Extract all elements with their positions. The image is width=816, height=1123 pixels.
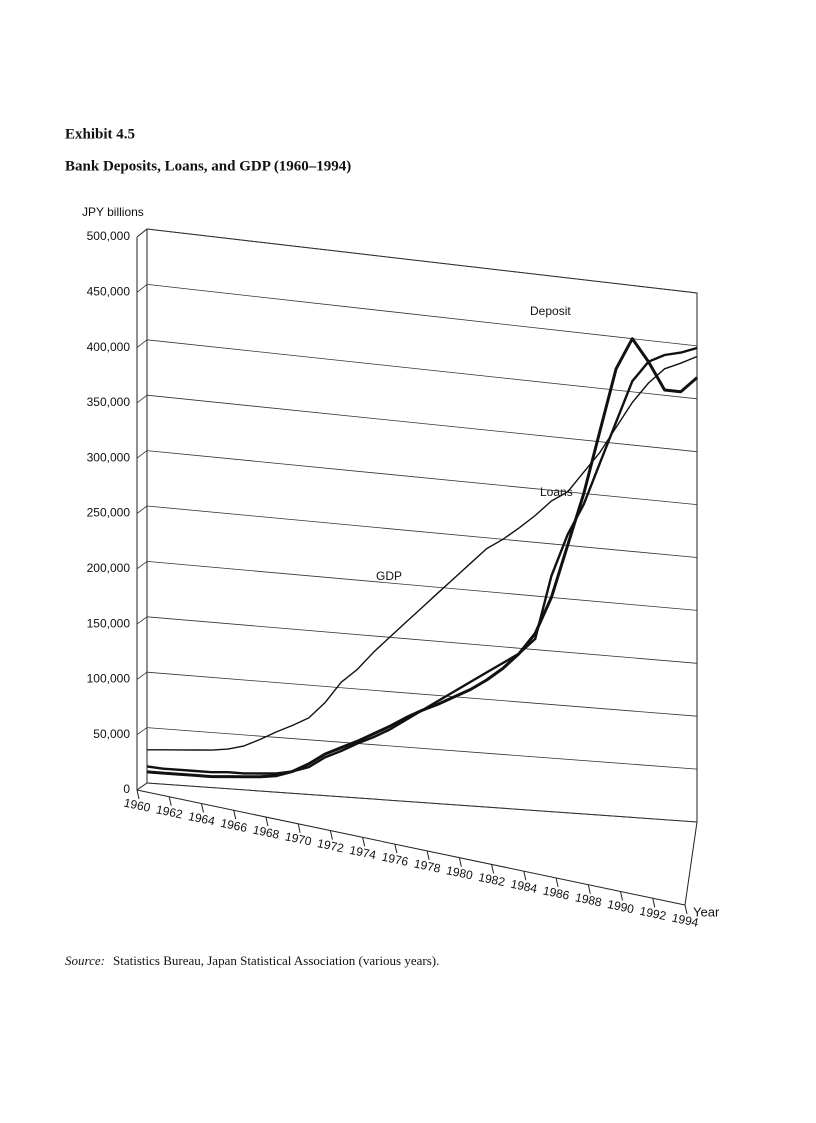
x-tick-mark (362, 837, 366, 847)
side-grid-line (136, 505, 148, 514)
grid-line (146, 727, 698, 770)
x-tick-mark (265, 816, 269, 827)
chart-subtitle: Bank Deposits, Loans, and GDP (1960–1994… (65, 158, 351, 174)
x-tick-mark (168, 796, 172, 806)
x-tick-label: 1976 (381, 850, 410, 869)
x-tick-label: 1972 (316, 836, 345, 855)
side-grid-line (136, 671, 148, 680)
series-line (146, 346, 698, 775)
y-tick-label: 300,000 (87, 450, 131, 464)
x-tick-mark (620, 891, 624, 901)
x-tick-mark (233, 810, 237, 820)
grid-line (146, 339, 698, 400)
y-tick-label: 150,000 (87, 616, 131, 630)
y-tick-label: 250,000 (87, 506, 131, 520)
x-tick-mark (458, 857, 462, 867)
x-tick-mark (200, 803, 204, 813)
side-grid-line (136, 284, 148, 293)
x-tick-label: 1974 (348, 843, 377, 862)
side-grid-line (136, 727, 148, 736)
y-tick-label: 500,000 (87, 229, 131, 243)
side-grid-line (136, 339, 148, 348)
x-tick-label: 1962 (155, 802, 184, 821)
grid-line (146, 505, 698, 558)
grid-line (146, 228, 698, 294)
y-tick-label: 100,000 (87, 672, 131, 686)
x-tick-label: 1984 (509, 877, 538, 896)
x-tick-label: 1990 (606, 897, 635, 916)
floor-front-edge (136, 789, 686, 906)
x-tick-label: 1994 (671, 911, 700, 930)
x-tick-mark (297, 823, 301, 833)
x-axis-label: Year (693, 904, 720, 919)
grid-line (146, 450, 698, 505)
y-tick-label: 400,000 (87, 340, 131, 354)
grid-line (146, 782, 698, 823)
x-tick-mark (555, 877, 559, 888)
series-line (147, 355, 698, 751)
x-tick-label: 1992 (638, 904, 667, 923)
x-tick-mark (394, 844, 398, 854)
side-grid-line (136, 450, 148, 459)
x-tick-mark (684, 904, 688, 915)
x-tick-mark (136, 789, 140, 800)
y-tick-label: 200,000 (87, 561, 131, 575)
source-text: Statistics Bureau, Japan Statistical Ass… (113, 953, 439, 968)
x-tick-mark (652, 898, 656, 908)
side-grid-line (136, 616, 148, 625)
x-tick-label: 1982 (477, 870, 506, 889)
y-tick-label: 50,000 (93, 727, 130, 741)
floor-right-edge (684, 821, 698, 906)
x-tick-label: 1966 (219, 816, 248, 835)
y-tick-label: 0 (123, 782, 130, 796)
side-grid-line (136, 228, 148, 238)
grid-line (146, 671, 698, 717)
grid-line (146, 561, 698, 611)
x-tick-mark (491, 864, 495, 874)
source-prefix: Source: (65, 953, 105, 968)
y-tick-label: 450,000 (87, 284, 131, 298)
x-tick-label: 1960 (123, 796, 152, 815)
exhibit-title: Exhibit 4.5 (65, 126, 135, 142)
x-tick-label: 1978 (413, 856, 442, 875)
grid-line (146, 616, 698, 664)
side-grid-line (136, 394, 148, 404)
x-tick-label: 1988 (574, 890, 603, 909)
plot-frame (136, 228, 698, 906)
y-axis-label: JPY billions (82, 205, 144, 219)
x-tick-label: 1968 (252, 823, 281, 842)
series-label: Loans (540, 485, 573, 499)
grid-line (146, 394, 698, 453)
side-grid-line (136, 782, 148, 791)
x-tick-label: 1980 (445, 863, 474, 882)
side-grid-line (136, 561, 148, 570)
series-label: GDP (376, 569, 402, 583)
y-tick-label: 350,000 (87, 395, 131, 409)
series-label: Deposit (530, 304, 571, 318)
grid-line (146, 284, 698, 347)
x-tick-mark (426, 850, 430, 860)
x-tick-mark (587, 884, 591, 894)
x-tick-label: 1986 (542, 884, 571, 903)
x-tick-mark (523, 871, 527, 881)
x-tick-label: 1964 (187, 809, 216, 828)
back-wall (146, 228, 698, 823)
x-tick-label: 1970 (284, 829, 313, 848)
x-tick-mark (329, 830, 333, 840)
